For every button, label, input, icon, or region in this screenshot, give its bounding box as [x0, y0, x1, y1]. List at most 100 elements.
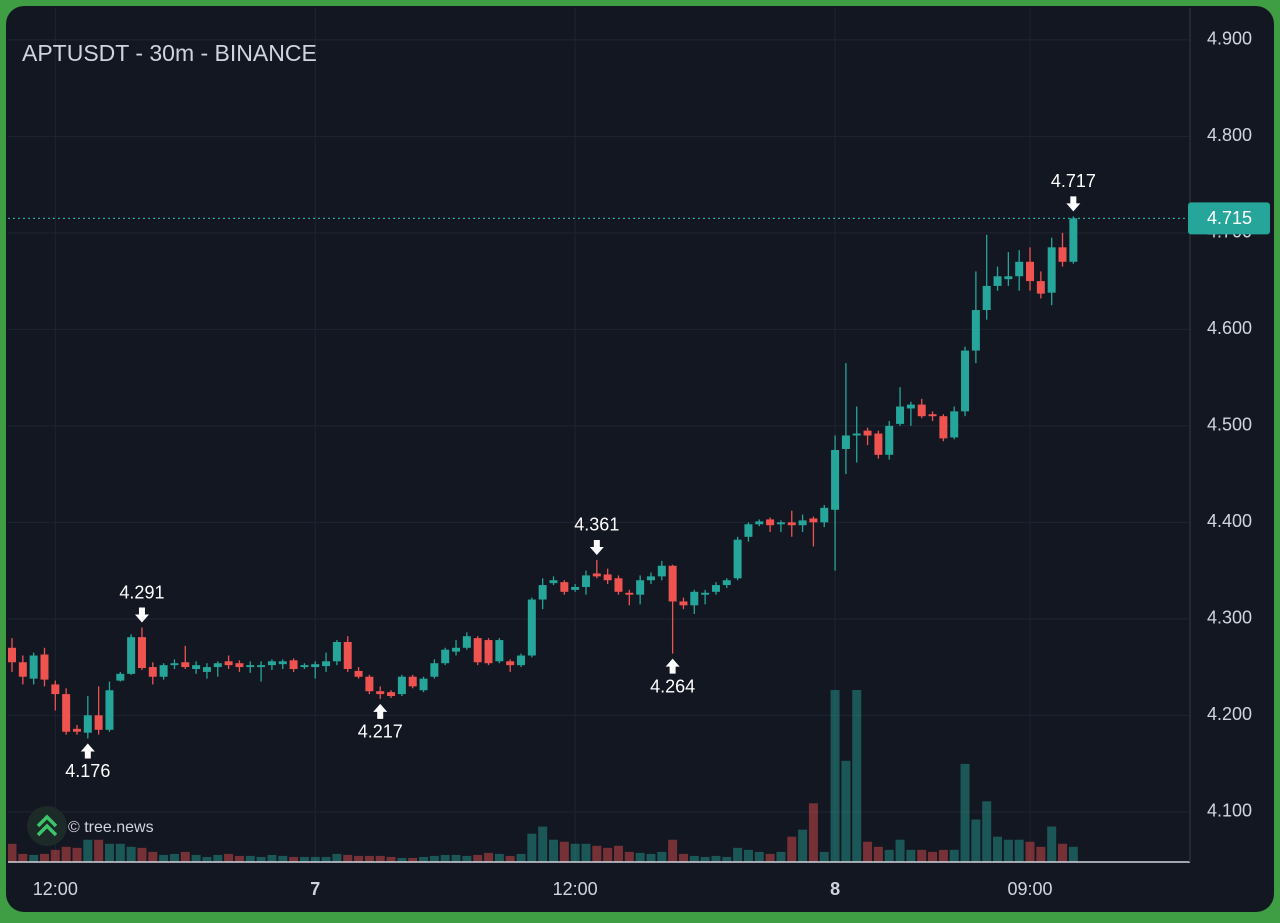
candle-body — [289, 660, 298, 670]
volume-bar — [841, 760, 851, 862]
candle-body — [322, 661, 331, 667]
candle-body — [917, 404, 926, 417]
candle-body — [365, 676, 374, 692]
candle-body — [51, 684, 60, 695]
candle-body — [105, 690, 114, 730]
candle-body — [181, 662, 190, 668]
candle-body — [928, 414, 937, 417]
volume-bar — [234, 855, 244, 862]
volume-bar — [94, 839, 104, 862]
volume-bar — [1003, 839, 1013, 862]
y-tick-label: 4.400 — [1207, 511, 1252, 531]
candle-body — [841, 435, 850, 449]
volume-bar — [29, 854, 39, 862]
candle-body — [961, 350, 970, 412]
annotation-label: 4.291 — [119, 582, 164, 602]
volume-bar — [949, 849, 959, 862]
volume-bar — [743, 849, 753, 862]
annotation-arrow — [589, 539, 604, 555]
volume-bar — [332, 853, 342, 862]
annotation-arrow — [665, 658, 680, 674]
candle-body — [820, 507, 829, 523]
candle-body — [83, 715, 92, 733]
candle-body — [462, 636, 471, 648]
volume-bar — [299, 856, 309, 862]
volume-bar — [267, 854, 277, 862]
x-tick-label: 09:00 — [1007, 879, 1052, 899]
candle-body — [1058, 247, 1067, 262]
volume-bar — [776, 851, 786, 862]
candle-body — [72, 728, 81, 732]
candle-body — [267, 661, 276, 666]
candle-body — [246, 665, 255, 668]
volume-bar — [581, 843, 591, 862]
candle-body — [538, 585, 547, 600]
annotation-label: 4.361 — [574, 515, 619, 535]
candle-body — [159, 665, 168, 677]
volume-bar — [451, 854, 461, 862]
volume-bar — [906, 849, 916, 862]
annotations: 4.715 4.176 4.291 4.217 4.361 4.264 4.717 — [8, 171, 1270, 781]
last-price-tag — [1188, 202, 1270, 235]
volume-bar — [928, 851, 938, 862]
volume-bar — [278, 855, 288, 862]
candle-body — [614, 578, 623, 592]
candle-body — [1015, 261, 1024, 277]
volume-bar — [364, 855, 374, 862]
y-tick-label: 4.900 — [1207, 29, 1252, 49]
candle-body — [581, 575, 590, 587]
volume-bar — [148, 851, 158, 862]
volume-bar — [440, 854, 450, 862]
candle-body — [408, 676, 417, 687]
volume-bar — [559, 841, 569, 862]
candle-body — [592, 573, 601, 577]
candle-body — [831, 449, 840, 510]
volume-bar — [993, 836, 1003, 862]
volume-bar — [689, 855, 699, 862]
volume-bar — [310, 856, 320, 862]
candle-body — [1026, 261, 1035, 282]
volume-bar — [613, 845, 623, 862]
y-tick-label: 4.100 — [1207, 801, 1252, 821]
candle-body — [798, 520, 807, 526]
volume-bar — [115, 843, 125, 862]
volume-bar — [722, 856, 732, 862]
candle-body — [690, 591, 699, 606]
volume-bar — [1025, 841, 1035, 862]
volume-bar — [484, 852, 494, 862]
volume-bar — [137, 847, 147, 862]
axes: 4.1004.2004.3004.4004.5004.6004.7004.800… — [33, 29, 1252, 899]
x-tick-label: 12:00 — [553, 879, 598, 899]
volume-bar — [61, 846, 71, 862]
volume-bar — [213, 854, 223, 862]
candle-body — [18, 662, 27, 677]
y-tick-label: 4.500 — [1207, 415, 1252, 435]
candle-body — [527, 599, 536, 656]
grid — [8, 8, 1190, 862]
volume-bar — [592, 845, 602, 862]
volume-bar — [321, 856, 331, 862]
candle-body — [116, 673, 125, 681]
volume-bar — [808, 803, 818, 862]
candle-body — [517, 655, 526, 666]
chart-title: APTUSDT - 30m - BINANCE — [22, 40, 317, 66]
x-tick-label: 8 — [830, 879, 840, 899]
candle-body — [441, 649, 450, 664]
candle-body — [506, 661, 515, 666]
volume-bar — [1058, 843, 1068, 862]
candle-body — [993, 276, 1002, 286]
candle-body — [809, 518, 818, 523]
volume-bar — [72, 847, 82, 862]
volume-bar — [180, 851, 190, 862]
volume-bar — [982, 801, 992, 862]
panel — [6, 6, 1274, 912]
volume-bar — [1047, 826, 1057, 862]
candle-body — [571, 586, 580, 590]
candle-body — [192, 665, 201, 670]
candle-body — [711, 585, 720, 592]
volume-bar — [917, 849, 927, 862]
volume-bar — [603, 847, 613, 862]
candle-body — [625, 592, 634, 595]
volume-bar — [419, 856, 429, 862]
y-tick-label: 4.800 — [1207, 125, 1252, 145]
